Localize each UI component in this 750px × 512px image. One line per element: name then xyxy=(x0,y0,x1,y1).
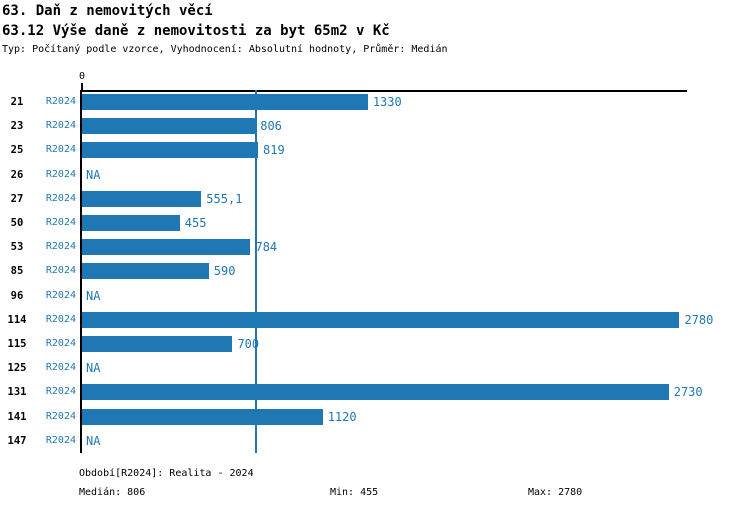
bar-value-label: NA xyxy=(86,288,101,303)
bar-value-label: NA xyxy=(86,433,101,448)
left-axis-line xyxy=(80,90,82,453)
row-series-label: R2024 xyxy=(45,434,76,446)
chart-row: 50 R2024 455 xyxy=(0,211,750,235)
bar-value-label: 784 xyxy=(255,240,278,255)
value-bar[interactable] xyxy=(82,94,368,110)
row-series-label: R2024 xyxy=(45,289,76,301)
chart-row: 25 R2024 819 xyxy=(0,138,750,162)
row-category-label: 25 xyxy=(10,144,24,157)
bar-value-label: 590 xyxy=(213,264,236,279)
row-series-label: R2024 xyxy=(45,192,76,204)
bar-value-label: 1120 xyxy=(327,409,357,424)
value-bar[interactable] xyxy=(82,263,209,280)
chart-row: 26 R2024 NA xyxy=(0,163,750,187)
bar-value-label: NA xyxy=(86,167,101,182)
row-series-label: R2024 xyxy=(45,265,76,277)
row-series-label: R2024 xyxy=(45,362,76,374)
row-series-label: R2024 xyxy=(45,96,76,107)
row-category-label: 115 xyxy=(7,338,27,350)
row-series-label: R2024 xyxy=(45,338,76,349)
row-series-label: R2024 xyxy=(45,120,76,132)
median-reference-line xyxy=(255,90,258,453)
legend-max: Max: 2780 xyxy=(528,487,583,498)
legend-min: Min: 455 xyxy=(330,487,379,498)
row-category-label: 85 xyxy=(10,265,24,278)
row-category-label: 125 xyxy=(7,362,27,375)
chart-row: 147 R2024 NA xyxy=(0,429,750,453)
top-axis-line xyxy=(80,90,687,92)
row-series-label: R2024 xyxy=(45,144,76,156)
row-series-label: R2024 xyxy=(45,410,76,422)
row-series-label: R2024 xyxy=(45,241,76,253)
chart-row: 131 R2024 2730 xyxy=(0,380,750,404)
value-bar[interactable] xyxy=(82,408,323,425)
page-title: 63. Daň z nemovitých věcí xyxy=(2,3,213,19)
bar-value-label: 2730 xyxy=(673,385,703,400)
legend-median: Medián: 806 xyxy=(79,487,146,498)
bar-value-label: 1330 xyxy=(372,95,402,109)
value-bar[interactable] xyxy=(82,215,180,231)
chart-row: 53 R2024 784 xyxy=(0,235,750,259)
row-category-label: 21 xyxy=(10,96,24,108)
row-category-label: 50 xyxy=(10,217,24,229)
legend-period: Období[R2024]: Realita - 2024 xyxy=(79,468,254,479)
row-category-label: 26 xyxy=(10,168,24,181)
chart-row: 23 R2024 806 xyxy=(0,114,750,138)
row-category-label: 96 xyxy=(10,289,24,302)
value-bar[interactable] xyxy=(82,336,233,352)
row-series-label: R2024 xyxy=(45,217,76,228)
row-category-label: 23 xyxy=(10,120,24,133)
chart-row: 125 R2024 NA xyxy=(0,356,750,380)
row-category-label: 131 xyxy=(7,386,27,399)
bar-value-label: 806 xyxy=(260,119,282,134)
chart-title: 63.12 Výše daně z nemovitosti za byt 65m… xyxy=(2,23,390,39)
bar-value-label: 455 xyxy=(184,216,207,230)
row-category-label: 141 xyxy=(7,410,27,423)
x-axis-tick xyxy=(81,83,83,90)
chart-row: 27 R2024 555,1 xyxy=(0,187,750,211)
chart-row: 96 R2024 NA xyxy=(0,284,750,308)
value-bar[interactable] xyxy=(82,384,669,401)
row-category-label: 53 xyxy=(10,241,24,254)
chart-row: 141 R2024 1120 xyxy=(0,405,750,429)
bar-value-label: NA xyxy=(86,361,101,376)
bar-value-label: 819 xyxy=(263,143,285,158)
row-series-label: R2024 xyxy=(45,168,76,180)
value-bar[interactable] xyxy=(82,311,680,328)
chart-row: 21 R2024 1330 xyxy=(0,90,750,114)
bar-value-label: 2780 xyxy=(684,312,714,327)
row-category-label: 114 xyxy=(7,313,27,326)
row-series-label: R2024 xyxy=(45,313,76,325)
value-bar[interactable] xyxy=(82,142,259,159)
row-series-label: R2024 xyxy=(45,386,76,398)
bar-value-label: 555,1 xyxy=(206,191,243,206)
chart-row: 114 R2024 2780 xyxy=(0,308,750,332)
bar-value-label: 700 xyxy=(237,337,260,351)
value-bar[interactable] xyxy=(82,118,256,135)
row-category-label: 147 xyxy=(7,434,27,447)
chart-row: 85 R2024 590 xyxy=(0,259,750,283)
value-bar[interactable] xyxy=(82,190,202,207)
chart-row: 115 R2024 700 xyxy=(0,332,750,356)
chart-rows: 21 R2024 1330 23 R2024 806 25 R2024 819 … xyxy=(0,90,750,453)
chart-meta-line: Typ: Počítaný podle vzorce, Vyhodnocení:… xyxy=(2,44,448,55)
row-category-label: 27 xyxy=(10,192,24,205)
x-axis-zero-label: 0 xyxy=(78,71,86,82)
value-bar[interactable] xyxy=(82,239,251,256)
